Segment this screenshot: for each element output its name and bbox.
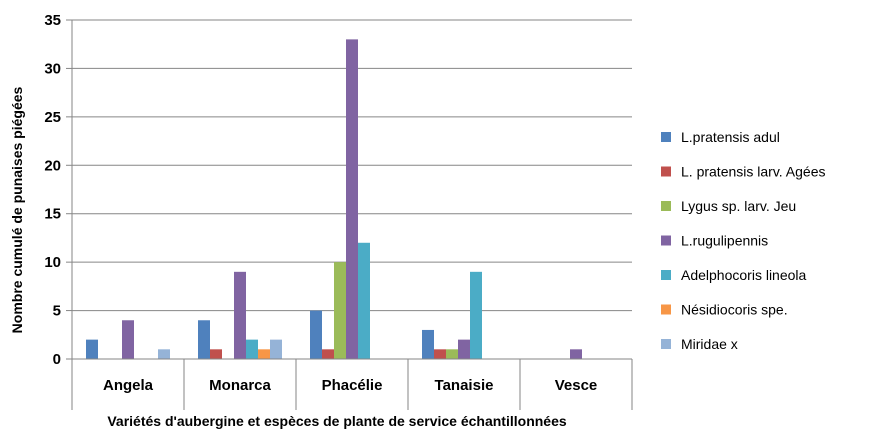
bar [322,349,334,359]
bar [358,242,370,359]
bar [434,349,446,359]
legend-swatch [661,235,671,246]
legend-swatch [661,270,671,280]
bar [234,271,246,359]
legend-label: L.pratensis adul [681,129,780,145]
bars [86,39,582,359]
bar [210,349,222,359]
legend-item: L.pratensis adul [661,129,780,145]
axes [71,20,633,410]
x-category-label: Monarca [209,377,271,394]
y-tick-label: 15 [44,206,61,223]
bar [122,320,134,359]
legend-swatch [661,339,671,349]
x-category-label: Tanaisie [435,377,494,394]
y-tick-label: 35 [44,12,61,29]
legend-swatch [661,201,671,211]
legend-item: L. pratensis larv. Agées [661,164,825,180]
y-tick-label: 10 [44,254,61,271]
y-tick-label: 20 [44,157,61,174]
bar [446,349,458,359]
bar [246,339,258,359]
y-tick-label: 30 [44,60,61,77]
bar [570,349,582,359]
y-tick-label: 25 [44,109,61,126]
bar [422,329,434,359]
legend-item: Nésidiocoris spe. [661,302,788,318]
y-tick-label: 0 [53,351,61,368]
bar [198,320,210,359]
bar [158,349,170,359]
y-tick-labels: 0 5 10 15 20 25 30 35 [44,12,61,368]
bar [470,271,482,359]
legend-item: L.rugulipennis [661,233,768,249]
legend-item: Adelphocoris lineola [661,267,807,283]
legend-item: Miridae x [661,336,738,352]
bar [258,349,270,359]
x-category-labels: Angela Monarca Phacélie Tanaisie Vesce [103,377,597,394]
bar [458,339,470,359]
bar [310,310,322,359]
x-category-label: Vesce [555,377,598,394]
bar [86,339,98,359]
x-axis-label: Variétés d'aubergine et espèces de plant… [107,413,567,429]
legend-label: L. pratensis larv. Agées [681,164,825,180]
legend: L.pratensis adul L. pratensis larv. Agées… [661,129,825,352]
legend-label: Lygus sp. larv. Jeu [681,198,796,214]
legend-label: Adelphocoris lineola [681,267,807,283]
bar [334,262,346,359]
bar [346,39,358,359]
legend-swatch [661,132,671,142]
legend-label: Nésidiocoris spe. [681,302,788,318]
x-category-label: Phacélie [322,377,383,394]
legend-swatch [661,304,671,315]
legend-label: Miridae x [681,336,738,352]
legend-label: L.rugulipennis [681,233,768,249]
bar [270,339,282,359]
legend-swatch [661,166,671,177]
y-tick-label: 5 [53,303,61,320]
x-category-label: Angela [103,377,154,394]
legend-item: Lygus sp. larv. Jeu [661,198,796,214]
y-axis-label: Nombre cumulé de punaises piégées [9,86,25,333]
